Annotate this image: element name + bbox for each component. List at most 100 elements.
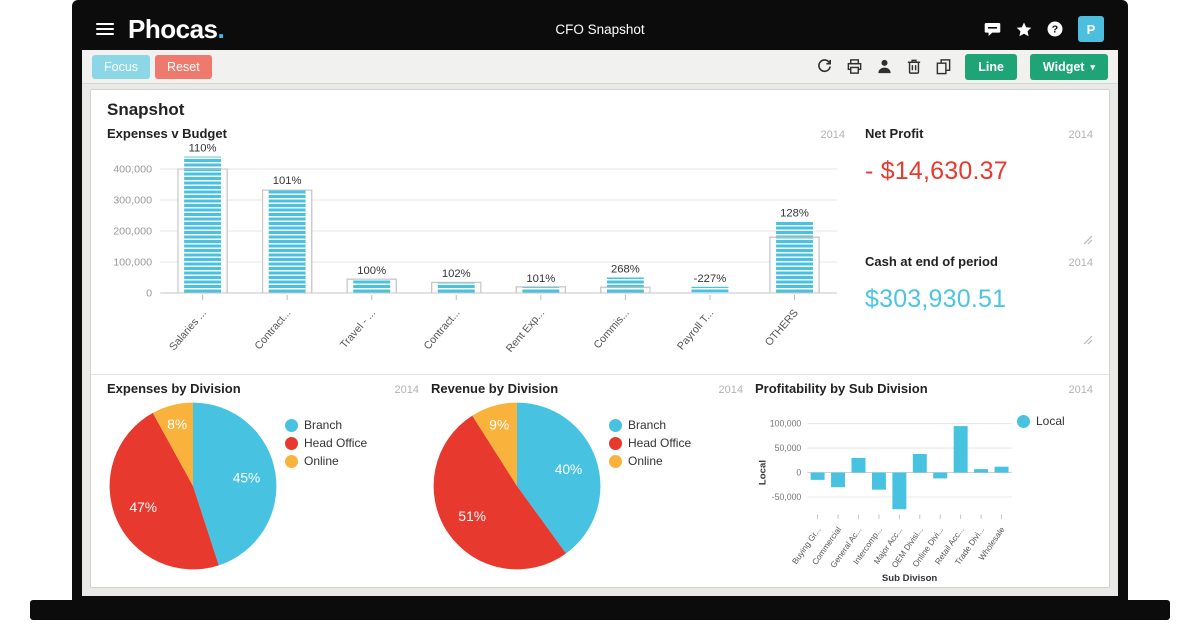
resize-handle-icon[interactable] [1083,332,1093,350]
expenses-by-division-widget: Expenses by Division 2014 45% 47% 8% Branc… [107,381,419,587]
legend-label: Head Office [304,436,368,450]
net-profit-widget: Net Profit 2014 - $14,630.37 [865,126,1093,254]
svg-text:9%: 9% [489,418,509,433]
svg-text:100%: 100% [357,265,386,277]
refresh-icon[interactable] [816,58,833,75]
user-icon[interactable] [876,58,893,75]
svg-text:200,000: 200,000 [113,226,152,238]
revenue-by-division-widget: Revenue by Division 2014 40% 51% 9% Branch… [431,381,743,587]
expenses-v-budget-widget: Expenses v Budget 2014 0 100,000 200,000 30… [107,126,845,370]
star-icon[interactable] [1016,22,1032,37]
widget-year-badge: 2014 [1068,257,1093,269]
svg-text:Rent Exp...: Rent Exp... [504,307,548,354]
chat-icon[interactable] [984,22,1001,37]
svg-text:?: ? [1052,24,1058,36]
reset-button[interactable]: Reset [155,54,212,79]
legend-item[interactable]: Branch [609,418,691,432]
legend-item[interactable]: Online [285,454,367,468]
widget-year-badge: 2014 [1068,129,1093,141]
widget-title: Profitability by Sub Division [755,381,928,396]
legend-label: Online [628,454,663,468]
legend-item[interactable]: Online [609,454,691,468]
svg-text:0: 0 [796,468,801,478]
svg-text:Commis...: Commis... [591,307,631,351]
svg-text:101%: 101% [526,273,555,285]
app-header: Phocas. CFO Snapshot ? P [82,8,1118,50]
help-icon[interactable]: ? [1047,21,1063,37]
chevron-down-icon: ▾ [1090,61,1095,72]
copy-icon[interactable] [935,58,952,75]
page-title: CFO Snapshot [555,21,645,37]
legend-dot-icon [609,418,622,432]
legend-label: Branch [304,418,343,432]
widget-year-badge: 2014 [1068,384,1093,396]
svg-text:Contract...: Contract... [252,307,293,352]
legend-dot-icon [1017,414,1030,428]
app-logo[interactable]: Phocas. [128,14,225,44]
print-icon[interactable] [846,58,863,75]
legend-item[interactable]: Local [1017,414,1065,428]
device-base [30,600,1170,620]
svg-text:300,000: 300,000 [113,195,152,207]
svg-text:Sub Divison: Sub Divison [882,573,938,584]
svg-text:0: 0 [146,288,152,300]
svg-text:268%: 268% [611,264,640,276]
dashboard-heading: Snapshot [107,100,185,119]
legend-item[interactable]: Head Office [285,436,367,450]
legend-dot-icon [285,418,298,432]
svg-text:102%: 102% [442,268,471,280]
svg-text:40%: 40% [555,462,583,477]
trash-icon[interactable] [906,58,922,75]
svg-text:50,000: 50,000 [775,443,802,453]
legend-item[interactable]: Branch [285,418,367,432]
user-avatar[interactable]: P [1078,16,1104,42]
focus-button[interactable]: Focus [92,54,151,79]
widget-dropdown-button[interactable]: Widget ▾ [1029,53,1108,80]
svg-text:OTHERS: OTHERS [763,307,801,348]
svg-text:51%: 51% [458,509,486,524]
legend-label: Local [1036,414,1065,428]
expenses-v-budget-chart[interactable]: 0 100,000 200,000 300,000 400,000 110% Salarie… [107,141,845,363]
net-profit-value: - $14,630.37 [865,157,1008,185]
legend-label: Online [304,454,339,468]
widget-title: Cash at end of period [865,254,998,269]
app-window: Phocas. CFO Snapshot ? P Focus Reset [82,8,1118,596]
legend-dot-icon [285,436,298,450]
line-button[interactable]: Line [965,53,1017,80]
svg-text:-227%: -227% [694,273,727,285]
svg-text:100,000: 100,000 [113,257,152,269]
logo-dot: . [217,14,225,44]
svg-text:Salaries ...: Salaries ... [167,307,209,353]
legend-dot-icon [609,436,622,450]
svg-text:Travel - ...: Travel - ... [338,307,378,351]
cash-value: $303,930.51 [865,285,1007,313]
svg-text:400,000: 400,000 [113,164,152,176]
svg-text:Contract...: Contract... [421,307,462,352]
svg-text:101%: 101% [273,175,302,187]
cash-widget: Cash at end of period 2014 $303,930.51 [865,254,1093,354]
legend-dot-icon [609,454,622,468]
svg-text:128%: 128% [780,208,809,220]
row-divider [91,374,1109,375]
svg-text:100,000: 100,000 [770,419,802,429]
revenue-by-division-chart[interactable]: 40% 51% 9% [431,400,603,572]
menu-icon[interactable] [96,20,114,38]
snapshot-panel: Snapshot Expenses v Budget 2014 0 100,000… [90,89,1110,588]
legend-dot-icon [285,454,298,468]
chart-legend: Branch Head Office Online [609,400,691,572]
legend-label: Head Office [628,436,692,450]
expenses-by-division-chart[interactable]: 45% 47% 8% [107,400,279,572]
widget-title: Expenses v Budget [107,126,227,141]
dashboard-content: Snapshot Expenses v Budget 2014 0 100,000… [82,84,1118,596]
svg-text:45%: 45% [233,470,261,485]
widget-title: Revenue by Division [431,381,559,396]
chart-legend: Local [1017,398,1065,587]
svg-text:Payroll T...: Payroll T... [675,307,716,352]
chart-legend: Branch Head Office Online [285,400,367,572]
legend-item[interactable]: Head Office [609,436,691,450]
svg-text:110%: 110% [189,143,217,155]
resize-handle-icon[interactable] [1083,232,1093,250]
widget-title: Expenses by Division [107,381,241,396]
toolbar: Focus Reset Line Widget ▾ [82,50,1118,84]
